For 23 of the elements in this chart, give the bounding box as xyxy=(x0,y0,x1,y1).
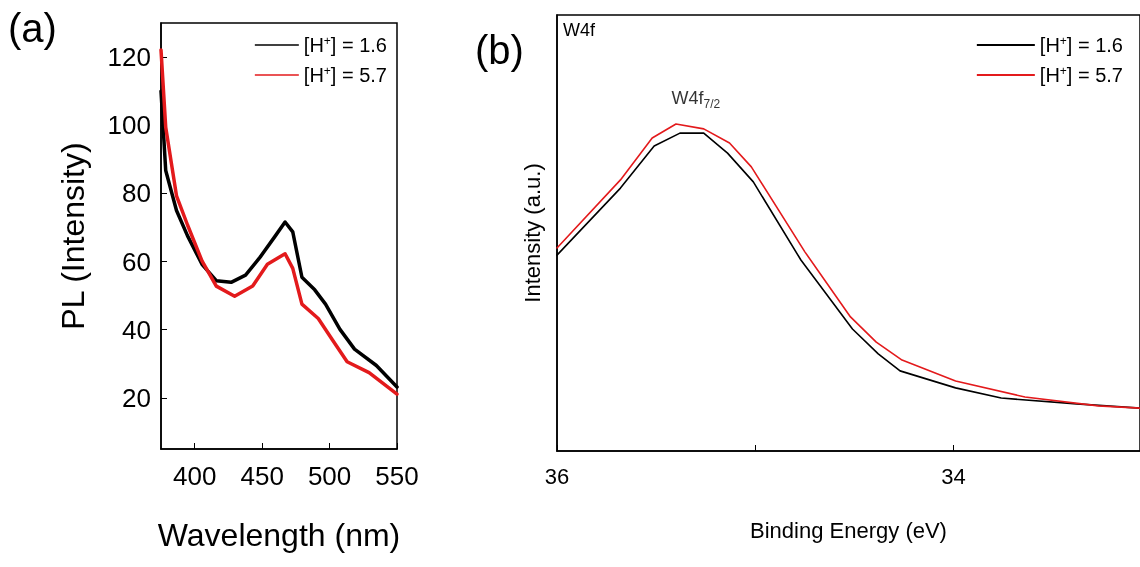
y-tick-label: 80 xyxy=(122,178,151,209)
chart-title: (a) xyxy=(8,6,57,50)
y-tick-label: 100 xyxy=(107,110,151,141)
x-axis-title: Wavelength (nm) xyxy=(157,517,401,553)
x-tick-label: 400 xyxy=(173,461,217,491)
y-tick-label: 60 xyxy=(122,246,151,277)
legend-label: [H+] = 5.7 xyxy=(1039,64,1123,86)
y-axis-title: PL (Intensity) xyxy=(55,142,91,330)
x-tick-label: 550 xyxy=(375,461,419,491)
y-tick-label: 120 xyxy=(107,42,151,73)
x-tick-label: 450 xyxy=(240,461,284,491)
legend-label: [H+] = 5.7 xyxy=(303,64,387,86)
legend-label: [H+] = 1.6 xyxy=(303,34,387,56)
y-tick-label: 40 xyxy=(122,314,151,345)
x-tick-label: 34 xyxy=(941,463,966,489)
x-tick-label: 500 xyxy=(307,461,352,491)
x-tick-label: 36 xyxy=(544,463,570,489)
x-axis-title: Binding Energy (eV) xyxy=(750,517,947,543)
legend-label: [H+] = 1.6 xyxy=(1039,34,1123,56)
y-tick-label: 20 xyxy=(122,382,151,413)
text: W4f xyxy=(563,20,596,40)
y-axis-title: Intensity (a.u.) xyxy=(519,163,545,303)
chart-title: (b) xyxy=(475,28,524,72)
